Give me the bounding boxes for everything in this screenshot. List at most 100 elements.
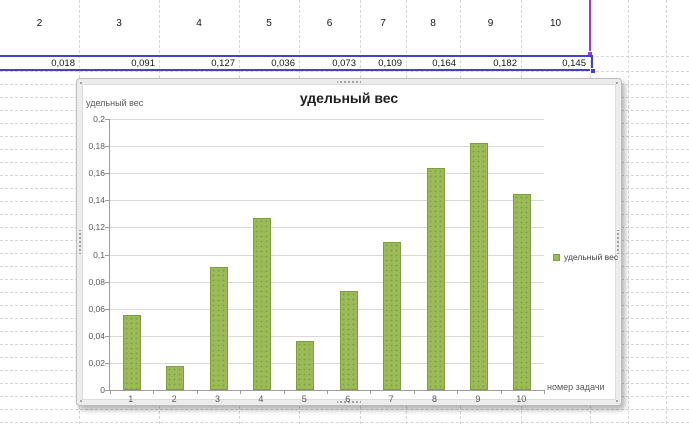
selection-fill-handle[interactable] (590, 68, 596, 74)
y-axis-tick-label: 0,18 (88, 141, 105, 152)
cell-weight-value[interactable]: 0,182 (493, 58, 517, 69)
y-axis-tick (105, 254, 109, 256)
bar-task-6[interactable] (339, 291, 358, 390)
plot-area[interactable] (105, 119, 545, 394)
row-gridline (0, 422, 689, 423)
chart-frame-grip-bottomright[interactable] (614, 398, 620, 404)
y-axis-tick (105, 362, 109, 364)
x-axis-tick-label: 5 (301, 394, 307, 404)
x-axis-tick (544, 390, 545, 394)
x-axis-tick-label: 3 (214, 394, 220, 404)
chart-frame-grip-topleft[interactable] (78, 80, 84, 86)
cell-task-number[interactable]: 9 (487, 18, 494, 29)
cell-task-number[interactable]: 3 (116, 18, 122, 29)
x-axis-tick-label: 2 (171, 394, 177, 404)
x-axis-tick (327, 390, 328, 394)
bar-task-5[interactable] (296, 341, 315, 390)
x-axis-tick (413, 390, 415, 394)
y-axis-tick-label: 0,08 (88, 276, 105, 287)
y-axis-tick (105, 335, 109, 337)
cell-weight-value[interactable]: 0,036 (271, 58, 295, 69)
bar-task-3[interactable] (209, 266, 228, 390)
chart-gridline (110, 227, 544, 229)
bar-task-1[interactable] (122, 315, 141, 390)
chart-object[interactable]: удельный вес удельный вес 0 0,02 0,04 0,06 0… (76, 78, 622, 406)
legend-swatch-icon (553, 253, 560, 261)
bar-task-4[interactable] (252, 217, 271, 390)
cell-task-number[interactable]: 7 (380, 18, 386, 29)
x-axis-tick (110, 390, 111, 394)
chart-frame-grip-bottomleft[interactable] (78, 398, 84, 404)
x-axis-tick (370, 390, 372, 394)
x-axis-tick (283, 390, 285, 394)
x-axis-tick (240, 390, 242, 394)
y-axis-tick (105, 390, 109, 391)
chart-frame-grip-bottom[interactable] (337, 400, 361, 404)
chart-gridline (110, 281, 544, 283)
x-axis-tick-label: 6 (345, 394, 351, 404)
cell-task-number[interactable]: 6 (326, 18, 333, 29)
cell-task-number[interactable]: 8 (430, 18, 436, 29)
cell-weight-value[interactable]: 0,145 (562, 58, 586, 69)
bar-task-2[interactable] (166, 365, 185, 390)
x-axis-tick-label: 8 (431, 394, 437, 404)
chart-title[interactable]: удельный вес (299, 90, 399, 106)
y-axis-tick-label: 0,2 (93, 114, 105, 124)
chart-frame-grip-topright[interactable] (614, 80, 620, 86)
cell-weight-value[interactable]: 0,018 (51, 58, 75, 69)
y-axis-tick-label: 0,12 (88, 222, 105, 233)
y-axis-tick-label: 0,16 (88, 168, 105, 179)
column-gridline (666, 0, 667, 424)
chart-gridline (110, 308, 544, 310)
chart-frame-grip-right[interactable] (616, 230, 620, 254)
chart-gridline (110, 119, 544, 120)
cell-weight-value[interactable]: 0,091 (131, 58, 155, 69)
y-axis-tick (105, 308, 109, 310)
y-axis-tick (105, 119, 109, 120)
x-axis-title[interactable]: номер задачи (547, 382, 605, 392)
chart-gridline (110, 254, 544, 256)
y-axis-tick-label: 0 (100, 385, 105, 395)
column-gridline (628, 0, 629, 424)
x-axis-tick-label: 4 (258, 394, 264, 404)
bar-task-8[interactable] (426, 167, 445, 390)
chart-gridline (110, 362, 544, 364)
y-axis-tick-label: 0,02 (88, 357, 105, 368)
bar-task-9[interactable] (469, 143, 488, 390)
y-axis-title[interactable]: удельный вес (86, 98, 144, 108)
x-axis-tick-label: 7 (388, 394, 394, 404)
chart-frame-grip-top[interactable] (337, 80, 361, 84)
cell-task-number[interactable]: 2 (36, 18, 43, 29)
cell-weight-value[interactable]: 0,164 (432, 58, 456, 69)
y-axis-tick-label: 0,1 (93, 249, 105, 260)
cell-weight-value[interactable]: 0,073 (332, 58, 356, 69)
cell-task-number[interactable]: 5 (266, 18, 272, 29)
row-gridline (0, 409, 689, 410)
x-axis-tick (500, 390, 502, 394)
chart-gridline (110, 173, 544, 175)
y-axis-tick (105, 173, 109, 175)
x-axis-tick (153, 390, 155, 394)
y-axis-tick (105, 227, 109, 229)
x-axis-tick-label: 9 (475, 394, 481, 404)
chart-gridline (110, 146, 544, 148)
y-axis-tick-label: 0,14 (88, 195, 105, 206)
bar-task-10[interactable] (513, 193, 532, 390)
cell-task-number[interactable]: 4 (196, 18, 202, 29)
x-axis-tick (196, 390, 198, 394)
cell-weight-value[interactable]: 0,109 (378, 58, 402, 69)
y-axis-tick (105, 200, 109, 202)
y-axis-tick-label: 0,06 (88, 303, 105, 314)
chart-frame-grip-left[interactable] (78, 230, 82, 254)
legend-label: удельный вес (564, 252, 619, 262)
chart-area[interactable]: удельный вес удельный вес 0 0,02 0,04 0,06 0… (82, 84, 618, 404)
chart-legend[interactable]: удельный вес (553, 252, 618, 262)
cell-task-number[interactable]: 10 (549, 18, 562, 29)
x-axis-tick-label: 10 (516, 394, 527, 404)
y-axis-tick-label: 0,04 (88, 330, 105, 341)
y-axis-tick (105, 281, 109, 283)
selected-range-border[interactable] (0, 55, 593, 71)
x-axis-tick (457, 390, 459, 394)
bar-task-7[interactable] (383, 242, 402, 390)
cell-weight-value[interactable]: 0,127 (211, 58, 235, 69)
